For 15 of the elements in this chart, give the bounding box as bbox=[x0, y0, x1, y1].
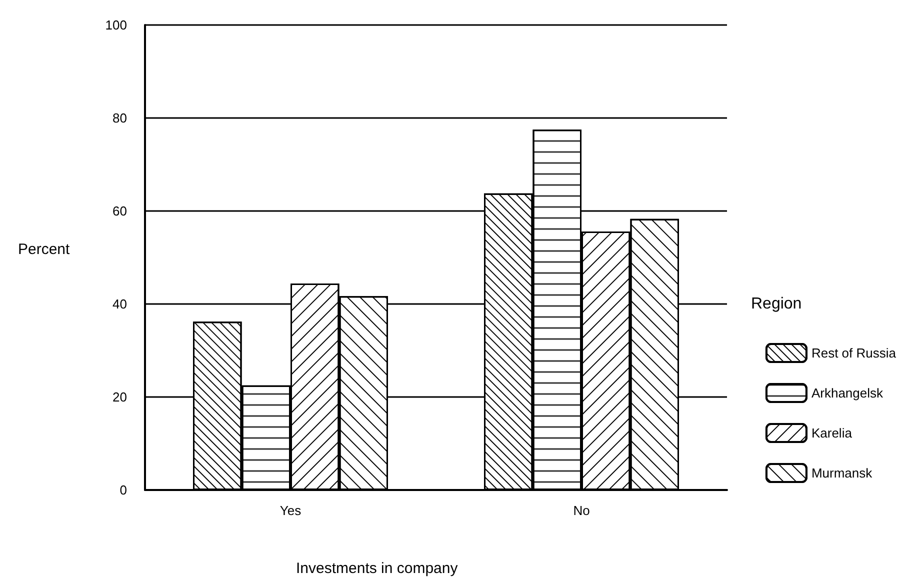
y-tick-label: 20 bbox=[112, 390, 127, 404]
y-tick-label: 60 bbox=[112, 204, 127, 218]
y-tick-label: 0 bbox=[120, 482, 127, 498]
x-tick-label: Yes bbox=[280, 503, 302, 518]
x-tick-label: No bbox=[573, 503, 590, 518]
legend-label: Murmansk bbox=[811, 466, 873, 480]
legend-label: Rest of Russia bbox=[811, 346, 897, 360]
y-tick-label: 80 bbox=[112, 110, 127, 126]
legend-title: Region bbox=[751, 296, 802, 312]
x-axis-title: Investments in company bbox=[296, 560, 458, 577]
legend-label: Arkhangelsk bbox=[811, 386, 884, 400]
y-tick-label: 100 bbox=[105, 18, 127, 32]
y-tick-label: 40 bbox=[112, 296, 127, 312]
y-axis-title: Percent bbox=[18, 241, 71, 258]
legend-label: Karelia bbox=[811, 426, 853, 440]
